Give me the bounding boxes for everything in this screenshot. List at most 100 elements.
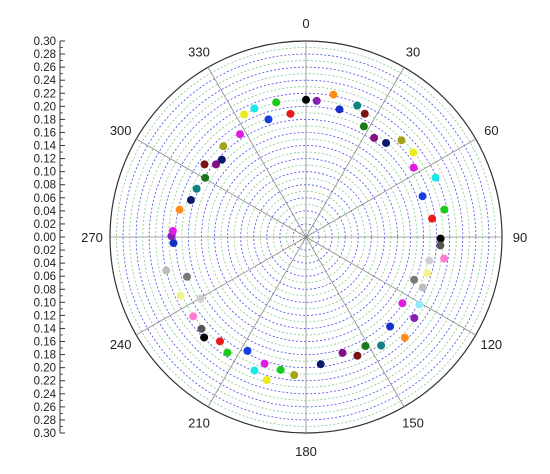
data-point: [353, 351, 362, 360]
data-point: [175, 205, 184, 214]
scale-tick-label: 0.22: [34, 88, 56, 100]
data-point: [262, 375, 271, 384]
data-point: [260, 359, 269, 368]
data-point: [329, 90, 338, 99]
angle-tick-label: 180: [295, 444, 317, 459]
data-point: [219, 142, 228, 151]
data-point: [276, 365, 285, 374]
data-point: [223, 348, 232, 357]
data-point: [335, 105, 344, 114]
data-point: [215, 337, 224, 346]
data-point: [200, 333, 209, 342]
data-point: [418, 192, 427, 201]
data-point: [316, 360, 325, 369]
scale-tick-label: 0.04: [34, 206, 57, 218]
data-point: [250, 104, 259, 113]
angle-tick-label: 300: [110, 123, 132, 138]
data-point: [431, 173, 440, 182]
spoke-line: [207, 67, 307, 238]
scale-tick-label: 0.10: [34, 167, 56, 179]
scale-tick-label: 0.04: [34, 258, 57, 270]
scale-tick-label: 0.22: [34, 376, 56, 388]
data-point: [200, 160, 209, 169]
spoke-line: [207, 236, 307, 407]
spoke-line: [305, 67, 405, 238]
scale-tick-label: 0.12: [34, 154, 56, 166]
data-point: [410, 275, 419, 284]
angle-tick-label: 210: [188, 415, 210, 430]
angle-tick-label: 240: [110, 337, 132, 352]
scale-tick-label: 0.02: [34, 219, 56, 231]
data-point: [386, 322, 395, 331]
scale-tick-label: 0.20: [34, 363, 56, 375]
scale-tick-label: 0.24: [34, 389, 57, 401]
spoke-line: [305, 236, 476, 336]
scale-tick-label: 0.00: [34, 232, 56, 244]
angle-tick-label: 270: [81, 230, 103, 245]
data-point: [197, 324, 206, 333]
data-point: [196, 294, 205, 303]
data-point: [312, 96, 321, 105]
angle-tick-label: 330: [188, 45, 210, 60]
scale-tick-label: 0.26: [34, 62, 56, 74]
data-point: [360, 109, 369, 118]
scale-tick-label: 0.28: [34, 49, 56, 61]
data-point: [176, 291, 185, 300]
scale-tick-label: 0.16: [34, 127, 56, 139]
scale-tick-label: 0.14: [34, 141, 57, 153]
data-point: [397, 136, 406, 145]
data-point: [423, 269, 432, 278]
data-point: [290, 371, 299, 379]
scale-tick-label: 0.30: [34, 36, 56, 48]
data-point: [162, 266, 171, 275]
data-point: [183, 272, 192, 281]
data-point: [440, 254, 449, 263]
angle-tick-label: 30: [406, 45, 420, 60]
scale-tick-label: 0.18: [34, 114, 56, 126]
radial-scale-bar: 0.300.280.260.240.220.200.180.160.140.12…: [34, 36, 65, 440]
data-point: [240, 110, 249, 119]
data-point: [302, 95, 310, 104]
data-point: [264, 115, 273, 124]
scale-tick-label: 0.26: [34, 402, 56, 414]
data-point: [192, 184, 201, 193]
data-point: [377, 341, 386, 350]
scale-tick-label: 0.02: [34, 245, 56, 257]
data-point: [353, 101, 362, 110]
data-point: [415, 300, 424, 309]
data-point: [409, 148, 418, 157]
data-point: [169, 239, 178, 248]
scale-tick-label: 0.24: [34, 75, 57, 87]
data-point: [425, 256, 434, 265]
scale-tick-label: 0.16: [34, 337, 56, 349]
data-point: [168, 226, 177, 235]
data-point: [361, 341, 370, 350]
data-point: [410, 314, 419, 323]
data-point: [428, 214, 437, 223]
scale-tick-label: 0.18: [34, 350, 56, 362]
scale-tick-label: 0.06: [34, 271, 56, 283]
scale-tick-label: 0.08: [34, 180, 56, 192]
data-point: [236, 130, 244, 139]
data-point: [436, 241, 445, 250]
scale-tick-label: 0.12: [34, 310, 56, 322]
data-point: [409, 163, 418, 172]
data-point: [201, 173, 210, 182]
data-point: [436, 234, 445, 243]
data-point: [398, 299, 407, 308]
data-point: [400, 333, 409, 342]
scale-tick-label: 0.06: [34, 193, 56, 205]
spoke-line: [305, 236, 405, 407]
angle-tick-label: 90: [513, 230, 527, 245]
data-point: [189, 312, 198, 321]
data-point: [418, 283, 427, 292]
data-point: [243, 346, 252, 355]
spoke-line: [136, 236, 307, 336]
data-point: [217, 155, 226, 164]
data-point: [359, 122, 368, 131]
data-points: [162, 90, 449, 384]
data-point: [382, 138, 391, 147]
angle-tick-labels: 0 30 60 90 120 150 180 210 240 270 300 330: [81, 16, 527, 459]
angle-tick-label: 0: [302, 16, 309, 31]
